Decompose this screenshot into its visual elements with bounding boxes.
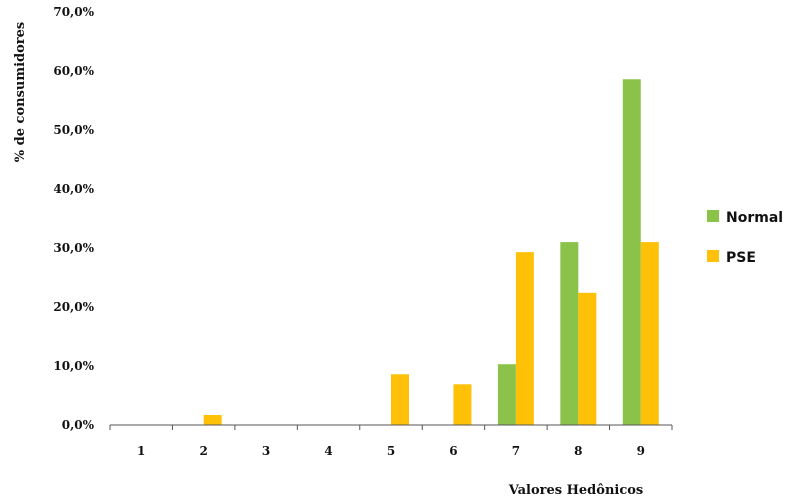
x-tick-label: 4	[324, 444, 332, 458]
y-tick-label: 50,0%	[53, 123, 94, 137]
bar-pse-6	[453, 384, 472, 425]
legend-label-pse: PSE	[726, 250, 756, 266]
y-tick-label: 0,0%	[62, 418, 95, 432]
bar-pse-9	[640, 242, 659, 425]
x-axis-ticks: 1 2 3 4 5 6 7 8 9	[109, 425, 673, 458]
bars	[203, 79, 659, 425]
y-tick-label: 70,0%	[53, 5, 94, 19]
y-tick-label: 10,0%	[53, 359, 94, 373]
x-tick-label: 8	[574, 444, 582, 458]
x-tick-label: 6	[449, 444, 457, 458]
bar-normal-7	[497, 364, 516, 425]
y-tick-label: 40,0%	[53, 182, 94, 196]
x-tick-label: 9	[637, 444, 645, 458]
bar-normal-8	[560, 242, 579, 425]
x-tick-label: 7	[512, 444, 520, 458]
y-tick-label: 60,0%	[53, 64, 94, 78]
x-tick-label: 2	[199, 444, 207, 458]
x-tick-label: 5	[387, 444, 395, 458]
x-axis-title: Valores Hedônicos	[508, 483, 644, 498]
y-axis-ticks: 0,0% 10,0% 20,0% 30,0% 40,0% 50,0% 60,0% 70,0%	[53, 5, 94, 432]
legend-swatch-pse	[707, 250, 719, 262]
x-tick-label: 1	[137, 444, 145, 458]
bar-pse-5	[391, 374, 409, 425]
bar-pse-8	[578, 292, 597, 425]
y-tick-label: 30,0%	[53, 241, 94, 255]
legend: Normal PSE	[707, 210, 783, 266]
x-tick-label: 3	[262, 444, 270, 458]
bar-normal-9	[622, 79, 641, 425]
y-tick-label: 20,0%	[53, 300, 94, 314]
bar-pse-7	[515, 252, 534, 425]
legend-label-normal: Normal	[726, 210, 783, 226]
bar-pse-2	[203, 414, 222, 425]
y-axis-title: % de consumidores	[13, 22, 28, 162]
legend-swatch-normal	[707, 210, 719, 222]
